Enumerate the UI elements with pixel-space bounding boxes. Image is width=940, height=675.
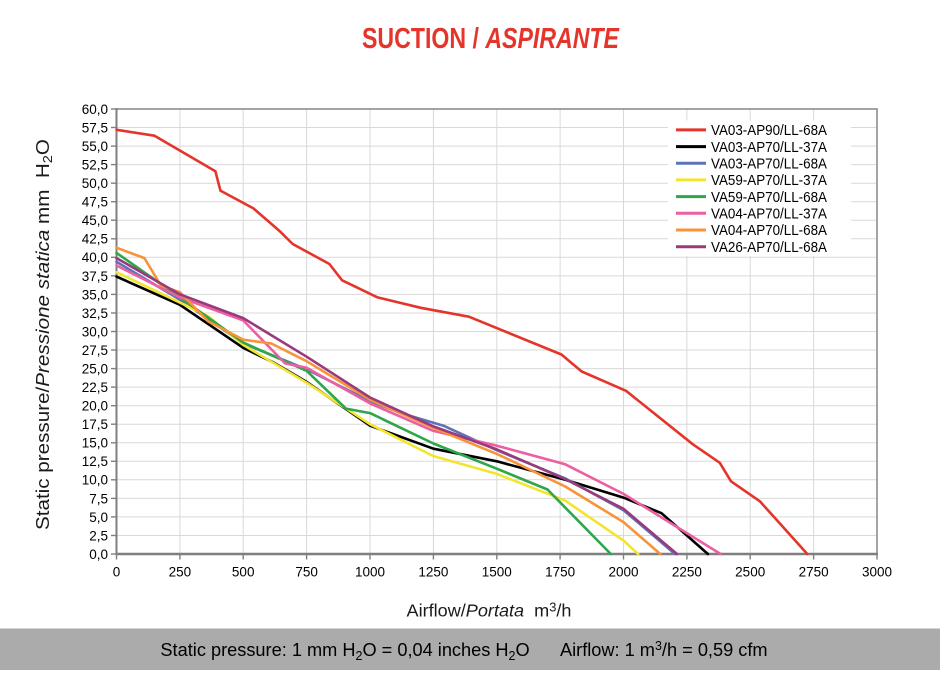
svg-text:32,5: 32,5 [82, 306, 108, 321]
svg-text:22,5: 22,5 [82, 380, 108, 395]
svg-text:VA04-AP70/LL-68A: VA04-AP70/LL-68A [711, 223, 827, 239]
svg-text:17,5: 17,5 [82, 417, 108, 432]
svg-text:VA59-AP70/LL-68A: VA59-AP70/LL-68A [711, 190, 827, 206]
svg-text:12,5: 12,5 [82, 454, 108, 469]
svg-text:Static pressure: 1 mm H2O = 0,: Static pressure: 1 mm H2O = 0,04 inches … [160, 639, 767, 663]
svg-text:2500: 2500 [735, 565, 765, 580]
svg-text:VA03-AP90/LL-68A: VA03-AP90/LL-68A [711, 123, 827, 139]
svg-text:750: 750 [295, 565, 318, 580]
svg-text:VA26-AP70/LL-68A: VA26-AP70/LL-68A [711, 240, 827, 256]
svg-text:45,0: 45,0 [82, 213, 108, 228]
svg-text:25,0: 25,0 [82, 362, 108, 377]
svg-text:37,5: 37,5 [82, 269, 108, 284]
svg-text:5,0: 5,0 [89, 510, 108, 525]
svg-text:3000: 3000 [862, 565, 892, 580]
svg-text:42,5: 42,5 [82, 232, 108, 247]
svg-text:2750: 2750 [799, 565, 829, 580]
svg-text:30,0: 30,0 [82, 324, 108, 339]
svg-text:Static pressure/Pressione stat: Static pressure/Pressione statica mm H2O [32, 139, 55, 530]
svg-text:27,5: 27,5 [82, 343, 108, 358]
svg-text:0,0: 0,0 [89, 547, 108, 562]
svg-text:60,0: 60,0 [82, 102, 108, 117]
svg-text:VA59-AP70/LL-37A: VA59-AP70/LL-37A [711, 173, 827, 189]
svg-text:2000: 2000 [608, 565, 638, 580]
svg-text:VA04-AP70/LL-37A: VA04-AP70/LL-37A [711, 207, 827, 223]
svg-text:VA03-AP70/LL-68A: VA03-AP70/LL-68A [711, 157, 827, 173]
svg-text:500: 500 [232, 565, 255, 580]
svg-text:0: 0 [113, 565, 121, 580]
svg-text:2250: 2250 [672, 565, 702, 580]
svg-text:7,5: 7,5 [89, 491, 108, 506]
svg-text:250: 250 [169, 565, 192, 580]
svg-text:57,5: 57,5 [82, 120, 108, 135]
svg-text:47,5: 47,5 [82, 195, 108, 210]
svg-text:20,0: 20,0 [82, 399, 108, 414]
svg-text:40,0: 40,0 [82, 250, 108, 265]
svg-text:1750: 1750 [545, 565, 575, 580]
svg-text:1500: 1500 [482, 565, 512, 580]
svg-text:SUCTION / ASPIRANTE: SUCTION / ASPIRANTE [362, 23, 620, 55]
svg-text:1000: 1000 [355, 565, 385, 580]
svg-text:35,0: 35,0 [82, 287, 108, 302]
svg-text:2,5: 2,5 [89, 528, 108, 543]
svg-text:10,0: 10,0 [82, 473, 108, 488]
svg-text:15,0: 15,0 [82, 436, 108, 451]
svg-text:VA03-AP70/LL-37A: VA03-AP70/LL-37A [711, 140, 827, 156]
svg-text:52,5: 52,5 [82, 158, 108, 173]
svg-text:50,0: 50,0 [82, 176, 108, 191]
svg-text:Airflow/Portata m3/h: Airflow/Portata m3/h [407, 601, 572, 621]
svg-text:1250: 1250 [418, 565, 448, 580]
svg-text:55,0: 55,0 [82, 139, 108, 154]
